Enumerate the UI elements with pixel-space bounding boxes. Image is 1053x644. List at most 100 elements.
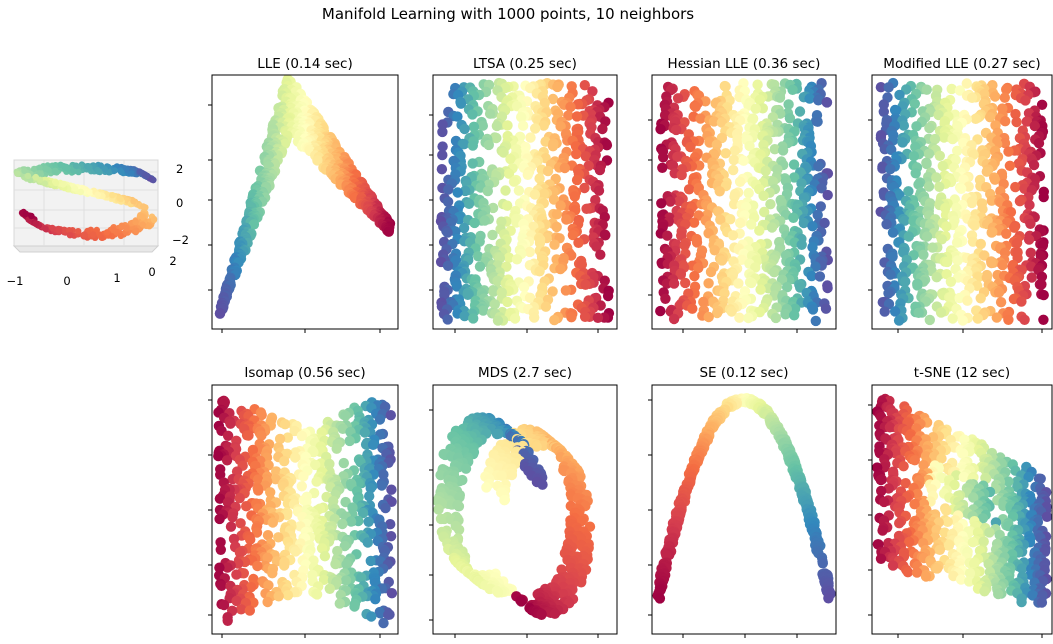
- pane-floor: [12, 245, 160, 253]
- scatter-point: [889, 306, 901, 317]
- scatter-point: [595, 249, 606, 260]
- scatter-point: [534, 173, 545, 184]
- scatter-point: [893, 315, 905, 326]
- scatter-point: [551, 221, 562, 233]
- scatter-point: [913, 179, 924, 190]
- scatter-point: [789, 172, 800, 183]
- scatter-point: [688, 217, 700, 228]
- scatter-point: [1036, 279, 1047, 290]
- scatter-point: [549, 608, 561, 619]
- scatter-point: [788, 212, 799, 223]
- scatter-point: [911, 121, 922, 132]
- scatter-point: [812, 209, 823, 221]
- scatter-point: [473, 251, 484, 262]
- scatter-point: [923, 181, 935, 192]
- scatter-point: [815, 201, 826, 212]
- scatter-point: [945, 292, 956, 303]
- scatter-point: [789, 310, 800, 321]
- scatter-point: [442, 314, 453, 325]
- scatter-point: [458, 222, 470, 234]
- scatter-point: [931, 272, 942, 283]
- scatter-point: [924, 314, 935, 326]
- scatter-point: [599, 211, 610, 223]
- scatter-point: [690, 101, 701, 113]
- scatter-point: [769, 267, 780, 278]
- scatter-point: [356, 572, 367, 583]
- scatter-point: [593, 185, 605, 196]
- scatter-point: [143, 172, 150, 179]
- scatter-point: [442, 227, 453, 238]
- scatter-point: [36, 164, 43, 171]
- scatter-point: [248, 219, 260, 230]
- scatter-point: [344, 435, 355, 447]
- scatter-point: [14, 170, 21, 177]
- scatter-point: [563, 110, 574, 121]
- scatter-point: [679, 240, 690, 251]
- scatter-point: [937, 160, 948, 172]
- scatter-point: [547, 93, 559, 105]
- scatter-point: [969, 220, 980, 231]
- scatter-point: [380, 502, 391, 514]
- scatter-point: [516, 596, 527, 607]
- scatter-point: [780, 309, 791, 320]
- subplot-title: LTSA (0.25 sec): [473, 56, 577, 72]
- scatter-point: [1036, 99, 1048, 111]
- scatter-point: [499, 495, 510, 506]
- scatter-point: [760, 165, 771, 177]
- scatter-point: [222, 562, 233, 573]
- scatter-point: [1025, 218, 1036, 229]
- scatter-point: [734, 312, 745, 323]
- z-tick-label: −2: [172, 233, 189, 247]
- scatter-point: [538, 188, 550, 199]
- scatter-point: [123, 225, 130, 232]
- scatter-point: [235, 518, 246, 529]
- scatter-point: [262, 530, 274, 541]
- scatter-point: [810, 315, 821, 327]
- scatter-point: [956, 183, 967, 194]
- scatter-point: [698, 296, 709, 308]
- scatter-point: [231, 595, 242, 607]
- scatter-point: [218, 599, 230, 611]
- scatter-point: [875, 82, 887, 93]
- scatter-point: [274, 433, 286, 445]
- scatter-point: [332, 545, 343, 557]
- scatter-point: [42, 225, 49, 232]
- scatter-point: [581, 203, 592, 214]
- scatter-point: [22, 210, 30, 217]
- axes-frame: [432, 384, 618, 635]
- scatter-point: [66, 227, 73, 234]
- scatter-point: [924, 122, 935, 134]
- scatter-point: [716, 255, 728, 266]
- scatter-point: [222, 615, 233, 626]
- scatter-point: [1004, 160, 1016, 171]
- scatter-point: [548, 194, 560, 205]
- scatter-point: [975, 293, 986, 304]
- scatter-point: [378, 617, 389, 629]
- scatter-point: [1033, 138, 1045, 149]
- scatter-point: [720, 148, 731, 159]
- scatter-point: [655, 124, 666, 135]
- scatter-point: [130, 198, 137, 205]
- scatter-point: [579, 80, 590, 91]
- scatter-point: [365, 555, 376, 567]
- scatter-point: [542, 165, 554, 177]
- scatter-point: [30, 165, 38, 173]
- scatter-point: [279, 456, 290, 467]
- scatter-point: [672, 93, 684, 104]
- scatter-point: [298, 471, 309, 482]
- scatter-point: [216, 580, 227, 591]
- scatter-point: [975, 238, 986, 250]
- scatter-point: [967, 236, 979, 247]
- scatter-point: [755, 284, 766, 295]
- scatter-point: [733, 278, 744, 289]
- scatter-point: [256, 409, 267, 421]
- scatter-point: [695, 113, 706, 124]
- scatter-point: [42, 165, 49, 172]
- scatter-point: [213, 450, 224, 462]
- scatter-point: [1000, 116, 1011, 127]
- scatter-point: [508, 176, 520, 187]
- scatter-point: [703, 278, 714, 289]
- scatter-point: [383, 226, 394, 237]
- scatter-point: [95, 168, 102, 175]
- scatter-point: [798, 217, 809, 229]
